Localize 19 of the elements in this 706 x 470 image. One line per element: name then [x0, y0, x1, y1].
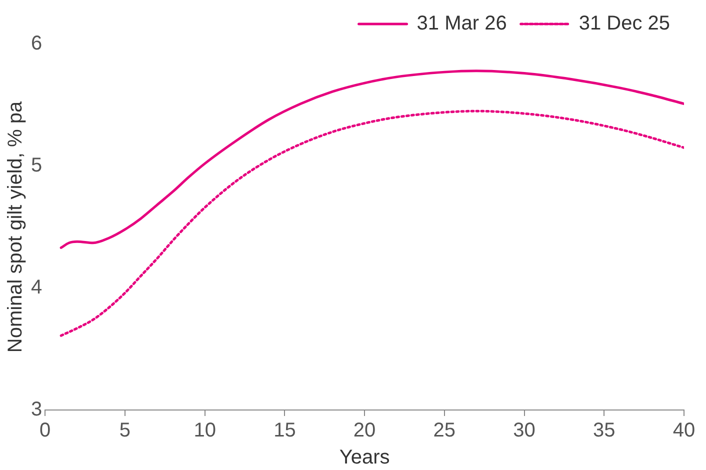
y-axis-title: Nominal spot gilt yield, % pa [4, 100, 27, 353]
x-tick-label: 25 [433, 420, 456, 442]
y-tick-label: 6 [31, 32, 42, 55]
x-tick-label: 0 [40, 420, 51, 442]
x-tick-label: 10 [194, 420, 216, 442]
x-axis-title: Years [339, 446, 390, 469]
y-tick-label: 5 [31, 154, 42, 177]
x-tick-label: 30 [513, 420, 536, 442]
legend-label: 31 Mar 26 [416, 12, 507, 35]
x-tick-label: 35 [593, 420, 616, 442]
y-tick-label: 3 [31, 398, 42, 421]
line-series [60, 70, 684, 249]
x-tick-label: 15 [274, 420, 296, 442]
x-tick-label: 5 [119, 420, 131, 442]
y-tick-label: 4 [31, 276, 42, 299]
line-series [60, 110, 684, 337]
x-tick-label: 40 [672, 420, 696, 442]
x-tick-label: 20 [353, 420, 376, 442]
legend-label: 31 Dec 25 [578, 12, 670, 35]
